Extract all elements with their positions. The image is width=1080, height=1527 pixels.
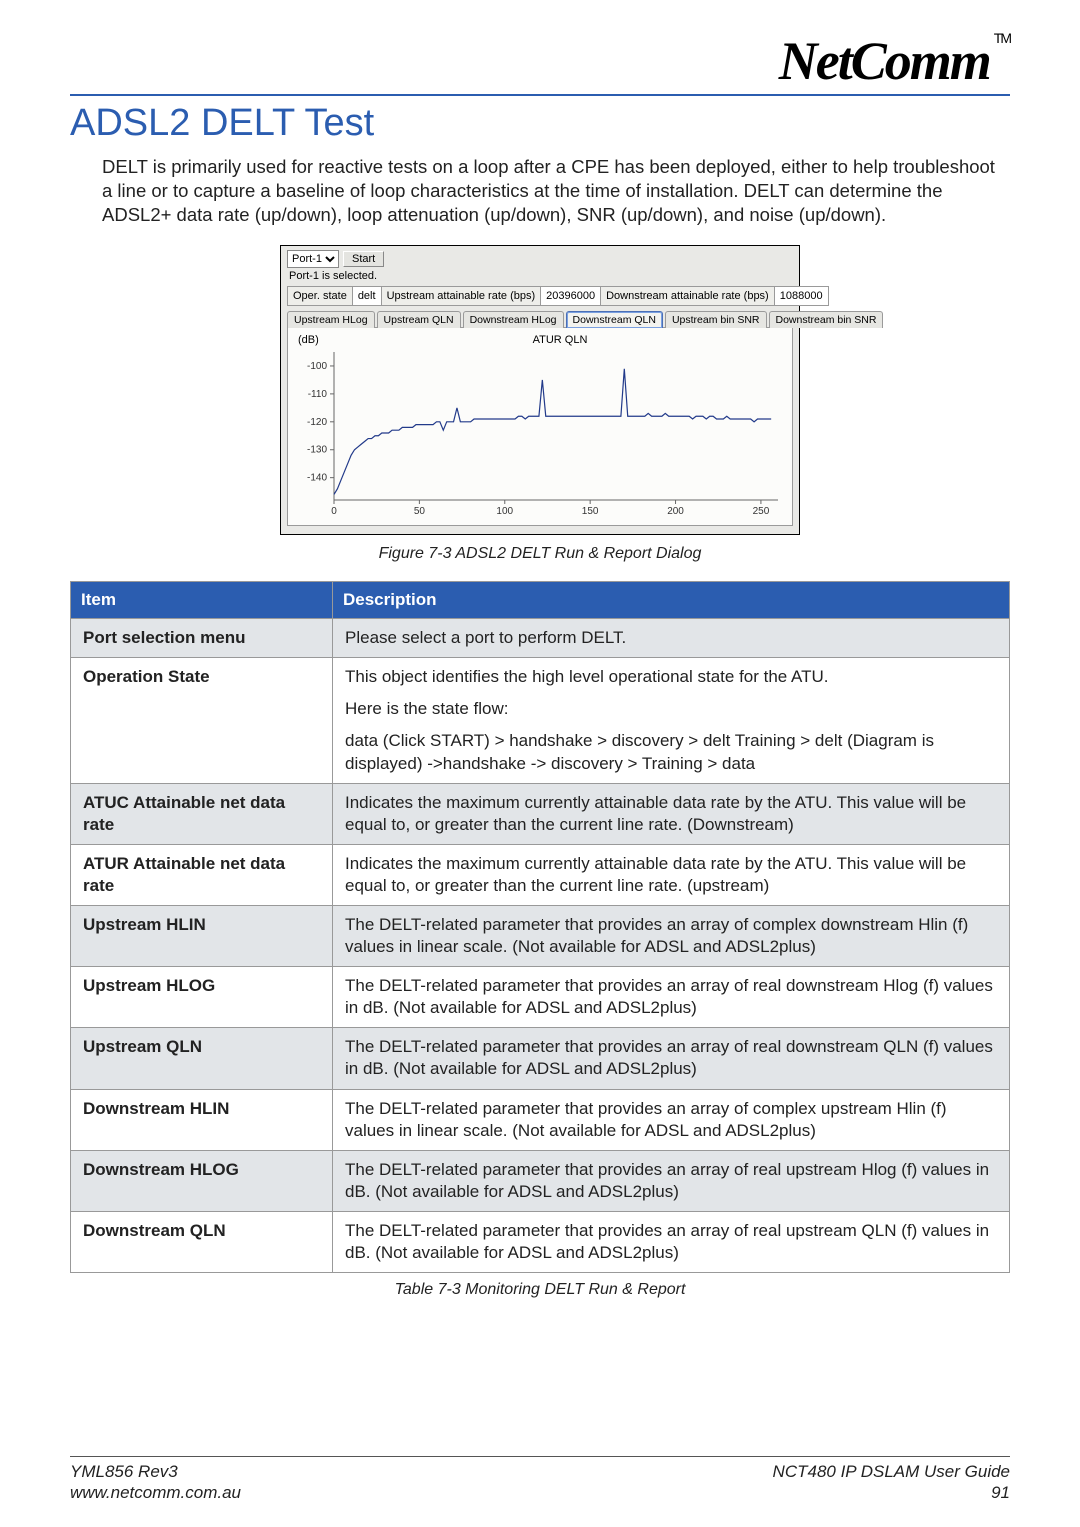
oper-state-value: delt [352, 287, 381, 306]
intro-paragraph: DELT is primarily used for reactive test… [102, 155, 1010, 227]
description-table: Item Description Port selection menuPlea… [70, 581, 1010, 1273]
screenshot-panel: Port-1 Start Port-1 is selected. Oper. s… [280, 245, 800, 535]
svg-text:250: 250 [753, 506, 770, 517]
brand-logo: NetCommTM [70, 30, 1010, 92]
table-desc: Please select a port to perform DELT. [333, 619, 1010, 658]
svg-text:-120: -120 [307, 417, 327, 428]
table-item: Operation State [71, 658, 333, 783]
screenshot-info-table: Oper. state delt Upstream attainable rat… [287, 286, 829, 306]
table-item: Downstream HLOG [71, 1150, 333, 1211]
table-desc: This object identifies the high level op… [333, 658, 1010, 783]
oper-state-label: Oper. state [288, 287, 353, 306]
svg-text:150: 150 [582, 506, 599, 517]
table-row: Operation StateThis object identifies th… [71, 658, 1010, 783]
header-rule [70, 94, 1010, 96]
table-item: ATUR Attainable net data rate [71, 844, 333, 905]
chart-frame: (dB) ATUR QLN -100 -110 -120 -130 -140 0 50 100… [287, 327, 793, 526]
table-desc: Indicates the maximum currently attainab… [333, 844, 1010, 905]
svg-text:100: 100 [496, 506, 513, 517]
table-item: Downstream HLIN [71, 1089, 333, 1150]
page-footer: YML856 Rev3 www.netcomm.com.au NCT480 IP… [70, 1456, 1010, 1504]
table-row: Upstream HLOGThe DELT-related parameter … [71, 967, 1010, 1028]
tab-downstream-qln[interactable]: Downstream QLN [566, 311, 663, 328]
screenshot-tabs: Upstream HLogUpstream QLNDownstream HLog… [287, 310, 793, 327]
table-desc: The DELT-related parameter that provides… [333, 967, 1010, 1028]
svg-text:0: 0 [331, 506, 337, 517]
tab-downstream-bin-snr[interactable]: Downstream bin SNR [769, 311, 884, 328]
chart-y-label: (dB) [294, 334, 334, 346]
footer-url: www.netcomm.com.au [70, 1482, 241, 1503]
table-row: Downstream HLOGThe DELT-related paramete… [71, 1150, 1010, 1211]
table-desc: The DELT-related parameter that provides… [333, 1028, 1010, 1089]
table-row: Upstream HLINThe DELT-related parameter … [71, 905, 1010, 966]
brand-tm: TM [994, 30, 1010, 46]
table-item: ATUC Attainable net data rate [71, 783, 333, 844]
svg-text:200: 200 [667, 506, 684, 517]
table-header-item: Item [71, 582, 333, 619]
table-item: Upstream QLN [71, 1028, 333, 1089]
tab-upstream-qln[interactable]: Upstream QLN [377, 311, 461, 328]
table-row: Upstream QLNThe DELT-related parameter t… [71, 1028, 1010, 1089]
table-item: Port selection menu [71, 619, 333, 658]
table-caption: Table 7-3 Monitoring DELT Run & Report [70, 1281, 1010, 1299]
up-rate-value: 20396000 [541, 287, 601, 306]
table-desc: The DELT-related parameter that provides… [333, 1089, 1010, 1150]
start-button[interactable]: Start [343, 251, 384, 267]
svg-text:-110: -110 [308, 389, 328, 400]
table-row: Downstream HLINThe DELT-related paramete… [71, 1089, 1010, 1150]
tab-upstream-hlog[interactable]: Upstream HLog [287, 311, 375, 328]
table-item: Upstream HLOG [71, 967, 333, 1028]
table-row: ATUC Attainable net data rateIndicates t… [71, 783, 1010, 844]
page-title: ADSL2 DELT Test [70, 102, 1010, 145]
table-item: Upstream HLIN [71, 905, 333, 966]
selected-port-label: Port-1 is selected. [289, 270, 793, 282]
port-select[interactable]: Port-1 [287, 250, 339, 268]
svg-text:-130: -130 [307, 445, 327, 456]
footer-doc-title: NCT480 IP DSLAM User Guide [773, 1461, 1010, 1482]
up-rate-label: Upstream attainable rate (bps) [381, 287, 541, 306]
table-desc: Indicates the maximum currently attainab… [333, 783, 1010, 844]
table-row: ATUR Attainable net data rateIndicates t… [71, 844, 1010, 905]
table-header-desc: Description [333, 582, 1010, 619]
table-item: Downstream QLN [71, 1211, 333, 1272]
figure-caption: Figure 7-3 ADSL2 DELT Run & Report Dialo… [70, 545, 1010, 563]
svg-text:-140: -140 [307, 473, 327, 484]
footer-page-number: 91 [773, 1482, 1010, 1503]
chart-title: ATUR QLN [334, 334, 786, 346]
table-desc: The DELT-related parameter that provides… [333, 1211, 1010, 1272]
table-row: Port selection menuPlease select a port … [71, 619, 1010, 658]
down-rate-label: Downstream attainable rate (bps) [601, 287, 775, 306]
svg-text:-100: -100 [307, 361, 327, 372]
brand-name: NetComm [779, 31, 990, 91]
svg-text:50: 50 [414, 506, 426, 517]
table-desc: The DELT-related parameter that provides… [333, 1150, 1010, 1211]
footer-doc-rev: YML856 Rev3 [70, 1461, 241, 1482]
table-desc: The DELT-related parameter that provides… [333, 905, 1010, 966]
tab-downstream-hlog[interactable]: Downstream HLog [463, 311, 564, 328]
tab-upstream-bin-snr[interactable]: Upstream bin SNR [665, 311, 767, 328]
down-rate-value: 1088000 [774, 287, 828, 306]
table-row: Downstream QLNThe DELT-related parameter… [71, 1211, 1010, 1272]
qln-chart: -100 -110 -120 -130 -140 0 50 100 150 200 250 [294, 348, 788, 518]
